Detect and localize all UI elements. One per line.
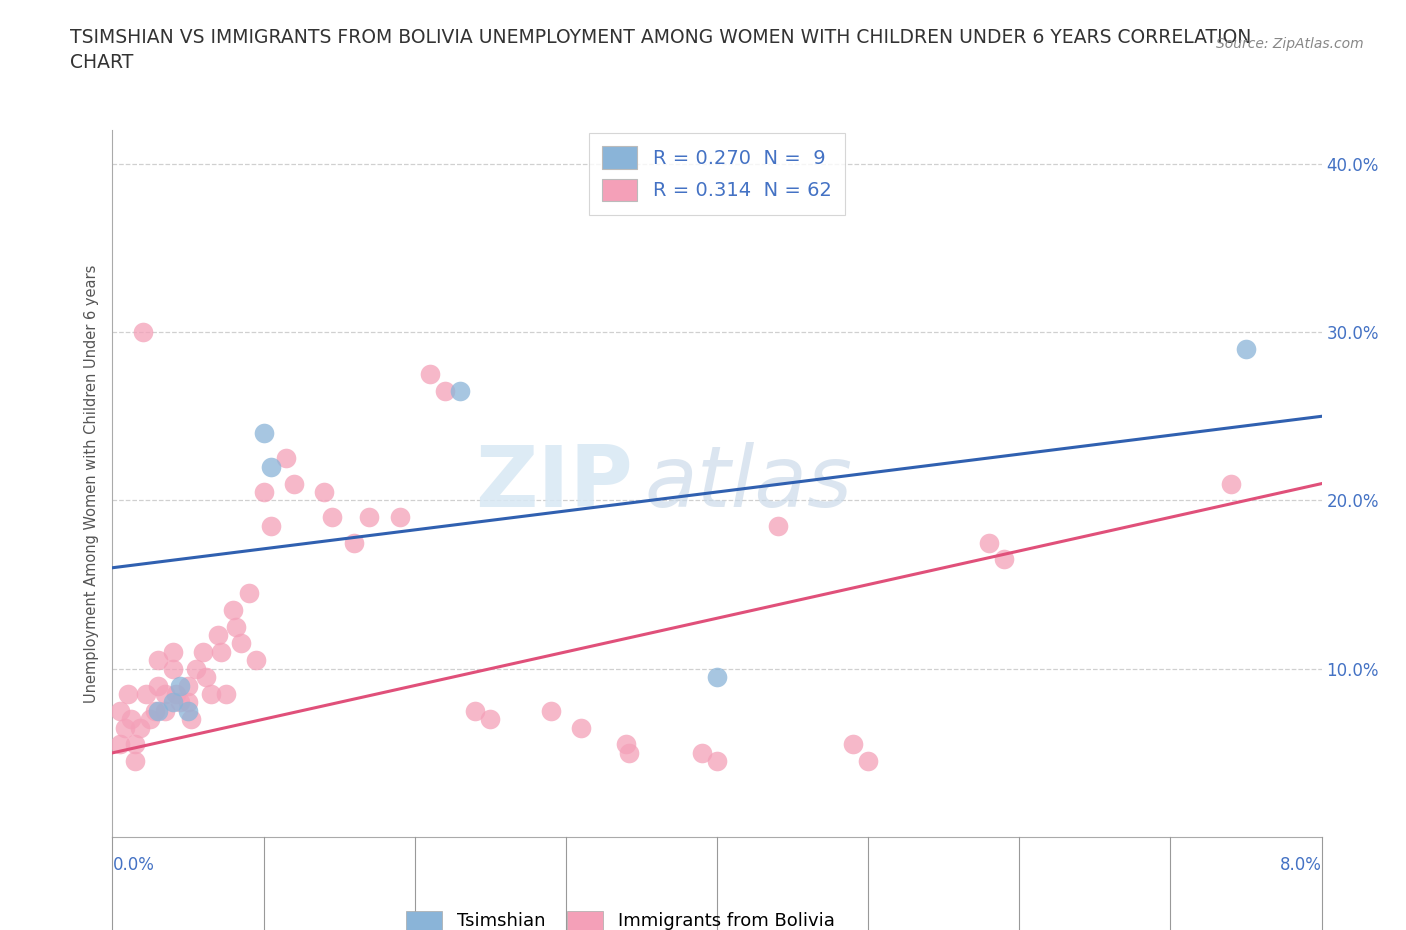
Point [434,383,457,398]
Point [449,383,471,398]
Point [283,476,305,491]
Text: TSIMSHIAN VS IMMIGRANTS FROM BOLIVIA UNEMPLOYMENT AMONG WOMEN WITH CHILDREN UNDE: TSIMSHIAN VS IMMIGRANTS FROM BOLIVIA UNE… [70,28,1251,72]
Point [146,653,169,668]
Point [276,451,298,466]
Point [215,686,238,701]
Point [245,653,267,668]
Text: 8.0%: 8.0% [1279,856,1322,873]
Point [419,366,441,381]
Point [856,754,880,769]
Point [993,551,1015,566]
Point [260,459,283,474]
Point [260,518,283,533]
Point [312,485,335,499]
Point [388,510,411,525]
Point [191,644,214,659]
Point [146,703,169,718]
Point [120,711,142,726]
Point [569,720,592,735]
Point [842,737,865,751]
Point [132,325,155,339]
Point [977,535,1000,550]
Point [124,754,146,769]
Point [177,678,200,693]
Point [177,703,200,718]
Point [359,510,381,525]
Point [229,636,252,651]
Point [207,628,229,643]
Point [321,510,343,525]
Point [169,678,191,693]
Point [479,711,502,726]
Point [253,426,276,441]
Point [114,720,136,735]
Point [200,686,222,701]
Text: Source: ZipAtlas.com: Source: ZipAtlas.com [1216,37,1364,51]
Point [464,703,486,718]
Point [180,711,202,726]
Text: atlas: atlas [644,442,852,525]
Y-axis label: Unemployment Among Women with Children Under 6 years: Unemployment Among Women with Children U… [83,264,98,703]
Point [155,686,177,701]
Point [162,695,184,710]
Point [146,678,169,693]
Point [540,703,562,718]
Point [169,695,191,710]
Text: ZIP: ZIP [475,442,633,525]
Point [619,746,641,761]
Point [690,746,713,761]
Point [135,686,157,701]
Point [165,686,187,701]
Point [222,603,245,618]
Point [124,737,146,751]
Point [162,661,184,676]
Point [184,661,207,676]
Point [209,644,232,659]
Point [225,619,247,634]
Point [766,518,789,533]
Point [238,586,260,601]
Point [614,737,637,751]
Point [343,535,366,550]
Point [1234,341,1257,356]
Point [1220,476,1243,491]
Point [162,644,184,659]
Point [195,670,218,684]
Point [177,695,200,710]
Legend: R = 0.270  N =  9, R = 0.314  N = 62: R = 0.270 N = 9, R = 0.314 N = 62 [589,133,845,215]
Point [128,720,150,735]
Point [117,686,139,701]
Point [706,670,728,684]
Point [155,703,177,718]
Point [108,703,131,718]
Point [108,737,131,751]
Point [139,711,162,726]
Text: 0.0%: 0.0% [112,856,155,873]
Point [706,754,728,769]
Point [143,703,166,718]
Point [253,485,276,499]
